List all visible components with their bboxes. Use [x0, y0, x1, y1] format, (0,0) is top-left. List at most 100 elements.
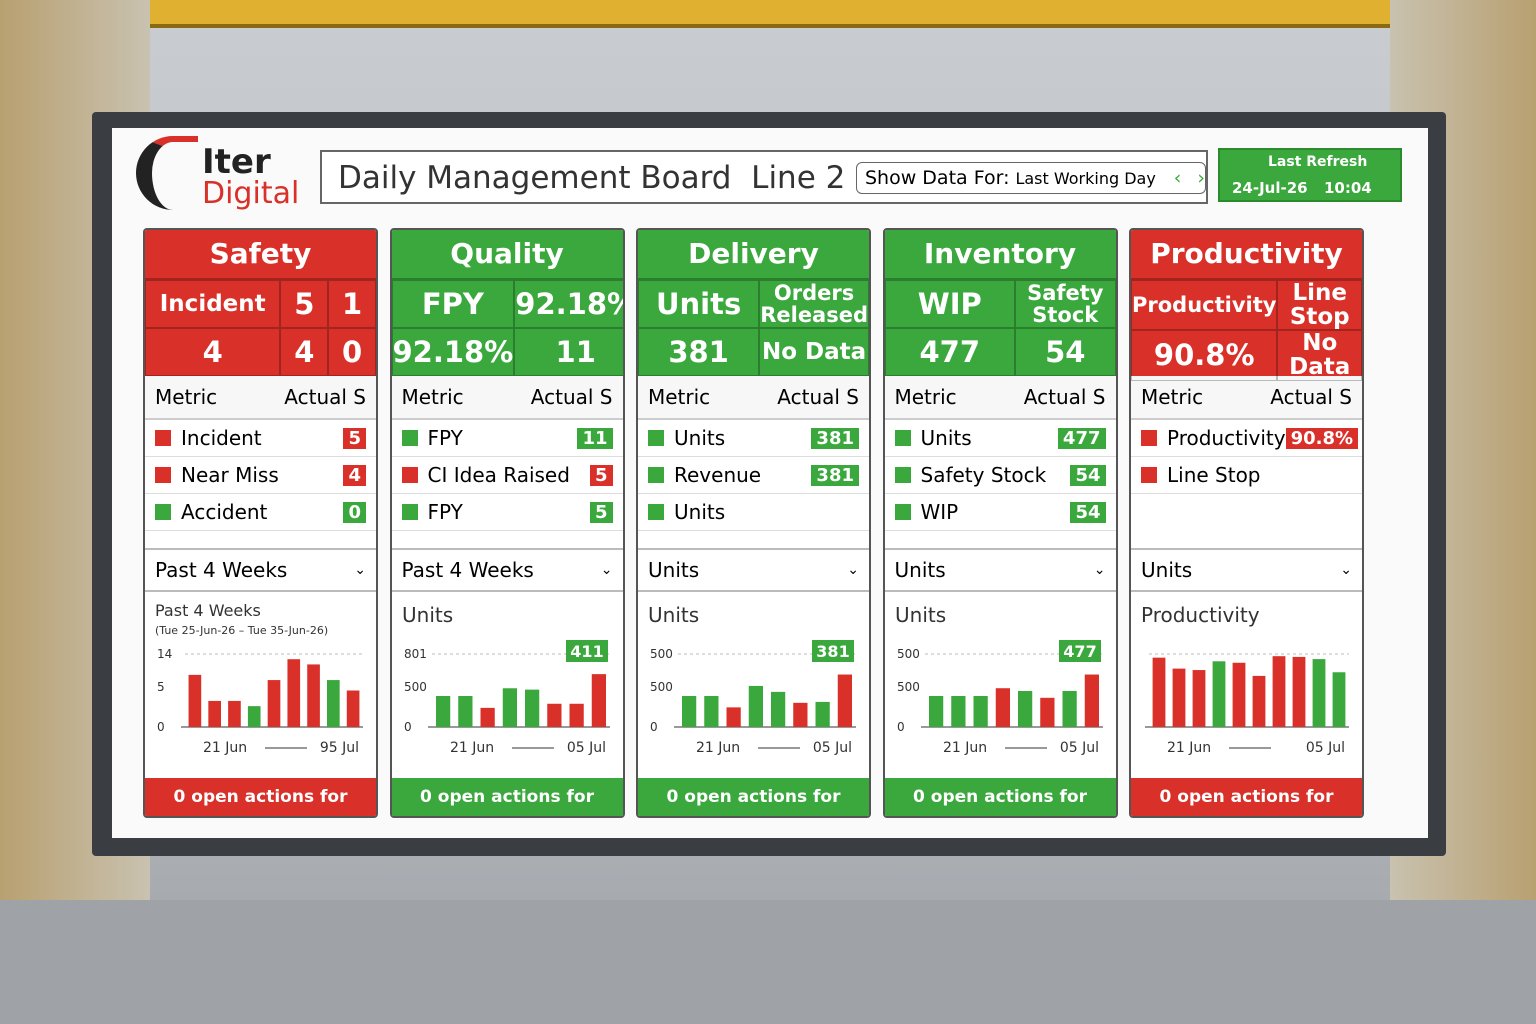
bar: [591, 674, 606, 727]
logo: Iter Digital: [136, 134, 306, 214]
logo-mark: [136, 136, 198, 210]
logo-text: Iter: [202, 142, 271, 182]
swatch: [894, 430, 911, 446]
metric-value: 4: [343, 464, 366, 486]
bar: [1192, 670, 1206, 727]
kpi-cell: Incident: [145, 280, 281, 328]
bar: [1292, 656, 1306, 727]
metric-value: 0: [343, 501, 366, 523]
axis-label: 5: [157, 680, 165, 694]
dropdown[interactable]: Past 4 Weeks ⌄: [391, 548, 623, 592]
metric-row: Near Miss 4: [145, 457, 376, 494]
kpi-cell: Productivity: [1131, 280, 1278, 331]
kpi-cell: WIP: [884, 280, 1016, 328]
swatch: [401, 430, 418, 446]
metric-name: Line Stop: [1167, 463, 1261, 487]
mini-chart: Units 500 500 0 381 21 Jun 05 Jul: [648, 603, 856, 756]
bar: [950, 695, 965, 727]
logo-text: Digital: [202, 176, 300, 211]
axis-label: 500: [650, 680, 673, 694]
x-label: 21 Jun: [450, 740, 494, 756]
metric-header: Metric Actual S: [145, 376, 376, 420]
dropdown[interactable]: Units ⌄: [638, 548, 869, 592]
kpi-grid: WIP Safety Stock 477 54: [884, 278, 1116, 376]
swatch: [155, 467, 171, 483]
dropdown[interactable]: Units ⌄: [884, 548, 1116, 592]
bar: [1172, 668, 1186, 727]
metric-name: Units: [920, 426, 972, 450]
metric-header: Metric Actual S: [391, 376, 623, 420]
metric-row: WIP 54: [884, 494, 1116, 531]
bar: [346, 690, 360, 727]
kpi-grid: Incident 5 1 4 4 0: [145, 278, 376, 376]
metric-row: Units 477: [884, 420, 1116, 457]
dropdown-arrow: ⌄: [1340, 562, 1352, 578]
swatch: [155, 504, 171, 520]
panel: Productivity Productivity Line Stop 90.8% No…: [1129, 228, 1364, 818]
kpi-cell: 92.18%: [514, 280, 623, 328]
x-label: 05 Jul: [1059, 740, 1098, 756]
kpi-cell: No Data: [1277, 330, 1362, 381]
metric-value: 5: [343, 427, 366, 449]
next-button[interactable]: ›: [1197, 167, 1206, 189]
column-header: Actual S: [1023, 385, 1106, 409]
refresh-label: Last Refresh: [1268, 154, 1368, 170]
bar: [1272, 656, 1286, 727]
bar: [457, 696, 472, 727]
axis-label: 500: [404, 680, 427, 694]
x-label: 21 Jun: [1167, 740, 1211, 756]
metric-name: Incident: [181, 426, 262, 450]
swatch: [894, 504, 911, 520]
metric-name: Near Miss: [181, 463, 279, 487]
chart-subtitle: (Tue 25-Jun-26 – Tue 35-Jun-26): [155, 624, 328, 637]
panel-title: Inventory: [884, 230, 1116, 278]
footer-actions: 0 open actions for Productivity: [1131, 778, 1362, 816]
dropdown[interactable]: Units ⌄: [1131, 548, 1362, 592]
bar: [793, 702, 808, 727]
kpi-grid: FPY 92.18% 92.18% 11: [391, 278, 623, 376]
bar: [837, 674, 852, 727]
column-header: Actual S: [1270, 385, 1352, 409]
dropdown[interactable]: Past 4 Weeks ⌄: [145, 548, 376, 592]
x-label: 95 Jul: [320, 740, 359, 756]
bar: [748, 685, 763, 727]
metric-row: Incident 5: [145, 420, 376, 457]
prev-button[interactable]: ‹: [1173, 167, 1182, 189]
footer-actions: 0 open actions for Inventory: [884, 778, 1116, 816]
x-label: 21 Jun: [203, 740, 247, 756]
bar: [546, 703, 561, 727]
dropdown-arrow: ⌄: [600, 562, 613, 578]
swatch: [648, 467, 664, 483]
column-header: Actual S: [530, 385, 613, 409]
bar: [1152, 657, 1166, 727]
kpi-cell: 5: [280, 280, 329, 328]
panel: Inventory WIP Safety Stock 477 54 Metric Actua…: [882, 228, 1118, 818]
bar: [1062, 690, 1077, 727]
metric-name: Safety Stock: [920, 463, 1047, 487]
dropdown-arrow: ⌄: [847, 562, 859, 578]
dropdown-arrow: ⌄: [354, 562, 366, 578]
footer-actions: 0 open actions for Delivery: [638, 778, 869, 816]
bar: [1232, 662, 1246, 727]
highlight-value: 381: [816, 642, 849, 661]
kpi-cell: Orders Released: [759, 280, 869, 328]
column-header: Metric: [401, 385, 464, 409]
metric-row: Revenue 381: [638, 457, 869, 494]
kpi-cell: 0: [328, 328, 376, 376]
metric-name: Productivity: [1167, 426, 1286, 450]
highlight-value: 477: [1063, 642, 1096, 661]
x-label: 05 Jul: [813, 740, 852, 756]
metric-name: WIP: [920, 500, 959, 524]
mini-chart: Productivity 21 Jun 05 Jul: [1141, 603, 1349, 756]
metric-header: Metric Actual S: [1131, 376, 1362, 420]
swatch: [401, 467, 418, 483]
dropdown-value: Past 4 Weeks: [155, 558, 288, 582]
metric-row: Units: [638, 494, 869, 531]
metric-name: CI Idea Raised: [427, 463, 570, 487]
bar: [682, 695, 697, 727]
swatch: [1141, 467, 1157, 483]
metric-row: FPY 5: [391, 494, 623, 531]
metric-value: 5: [589, 501, 613, 523]
kpi-cell: No Data: [759, 328, 869, 376]
